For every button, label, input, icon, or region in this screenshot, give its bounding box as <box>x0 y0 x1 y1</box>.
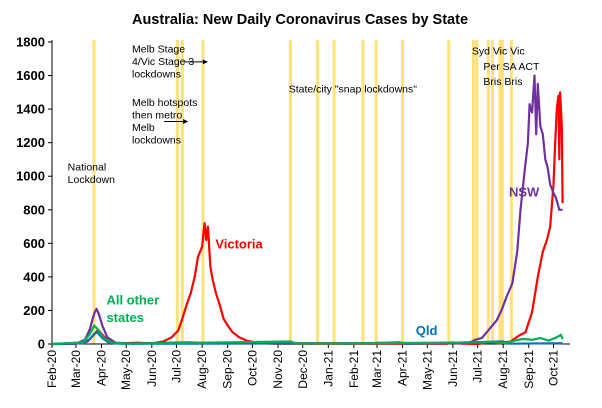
annotation-line: Lockdown <box>68 174 115 186</box>
chart-title: Australia: New Daily Coronavirus Cases b… <box>132 12 468 28</box>
axes: 0 200 400 600 800 1000 1200 1400 1600 1800 Feb-20 M… <box>16 35 570 390</box>
x-tick-label: Aug-20 <box>195 350 209 389</box>
annotation-text: Per SA ACT <box>483 61 540 73</box>
annotation-text: State/city "snap lockdowns" <box>289 83 418 95</box>
x-tick-label: Oct-21 <box>547 350 561 386</box>
annotation-line: Melb Stage <box>132 43 185 55</box>
series-labels: Victoria NSW All other states Qld <box>106 184 540 337</box>
annotation-text: Melb hotspots then metro Melb lockdowns <box>132 97 197 147</box>
series-label: All other <box>106 292 159 307</box>
series-line-all-other-states <box>51 324 564 346</box>
y-tick-label: 0 <box>38 337 45 352</box>
x-tick-label: Feb-20 <box>45 350 59 388</box>
annotation-line: Melb hotspots <box>132 97 197 109</box>
x-tick-label: Aug-21 <box>496 350 510 389</box>
series-label: NSW <box>509 184 540 199</box>
annotation-text: Melb Stage 4/Vic Stage 3 lockdowns <box>132 43 194 80</box>
x-tick-label: Sep-21 <box>522 350 536 389</box>
x-tick-label: Mar-20 <box>69 350 83 388</box>
annotation-line: Syd Vic Vic <box>472 46 525 58</box>
annotation-line: State/city "snap lockdowns" <box>289 83 418 95</box>
x-tick-label: Apr-21 <box>396 350 410 386</box>
annotation-line: 4/Vic Stage 3 <box>132 56 194 68</box>
series-label: Victoria <box>215 236 263 251</box>
y-tick-label: 1400 <box>16 102 45 117</box>
annotation-text: National Lockdown <box>68 161 115 186</box>
annotation-line: then metro <box>132 109 182 121</box>
y-tick-label: 1000 <box>16 169 45 184</box>
annotation-text: Syd Vic Vic <box>472 46 525 58</box>
x-tick-label: May-21 <box>420 350 434 390</box>
x-tick-label: Jun-20 <box>145 350 159 387</box>
annotation-line: Per SA ACT <box>483 61 540 73</box>
series-line-nsw <box>51 74 563 346</box>
series-label: Qld <box>416 323 438 338</box>
annotation-line: lockdowns <box>132 68 181 80</box>
x-tick-label: Feb-21 <box>347 350 361 388</box>
y-tick-label: 200 <box>23 303 45 318</box>
x-tick-label: Jul-20 <box>170 350 184 383</box>
annotation-arrowhead <box>183 119 189 125</box>
annotation-text: Bris Bris <box>483 76 522 88</box>
y-tick-label: 600 <box>23 236 45 251</box>
x-tick-label: May-20 <box>119 350 133 390</box>
y-tick-label: 800 <box>23 202 45 217</box>
annotation-arrowhead <box>202 59 208 65</box>
x-tick-label: Apr-20 <box>94 350 108 386</box>
x-tick-label: Mar-21 <box>370 350 384 388</box>
series-label: states <box>106 310 144 325</box>
x-tick-label: Sep-20 <box>221 350 235 389</box>
x-tick-label: Jun-21 <box>446 350 460 387</box>
y-tick-label: 1600 <box>16 68 45 83</box>
x-tick-label: Jul-21 <box>471 350 485 383</box>
x-tick-label: Oct-20 <box>245 350 259 386</box>
y-tick-label: 1800 <box>16 35 45 50</box>
annotation-line: lockdowns <box>132 134 181 146</box>
x-tick-label: Dec-20 <box>296 350 310 389</box>
y-tick-label: 400 <box>23 269 45 284</box>
annotation-line: Melb <box>132 122 155 134</box>
series-lines <box>51 74 564 346</box>
lockdown-lines <box>92 40 513 344</box>
annotation-line: National <box>68 161 107 173</box>
annotation-line: Bris Bris <box>483 76 522 88</box>
x-tick-label: Jan-21 <box>321 350 335 387</box>
y-tick-label: 1200 <box>16 135 45 150</box>
x-tick-label: Nov-20 <box>271 350 285 389</box>
